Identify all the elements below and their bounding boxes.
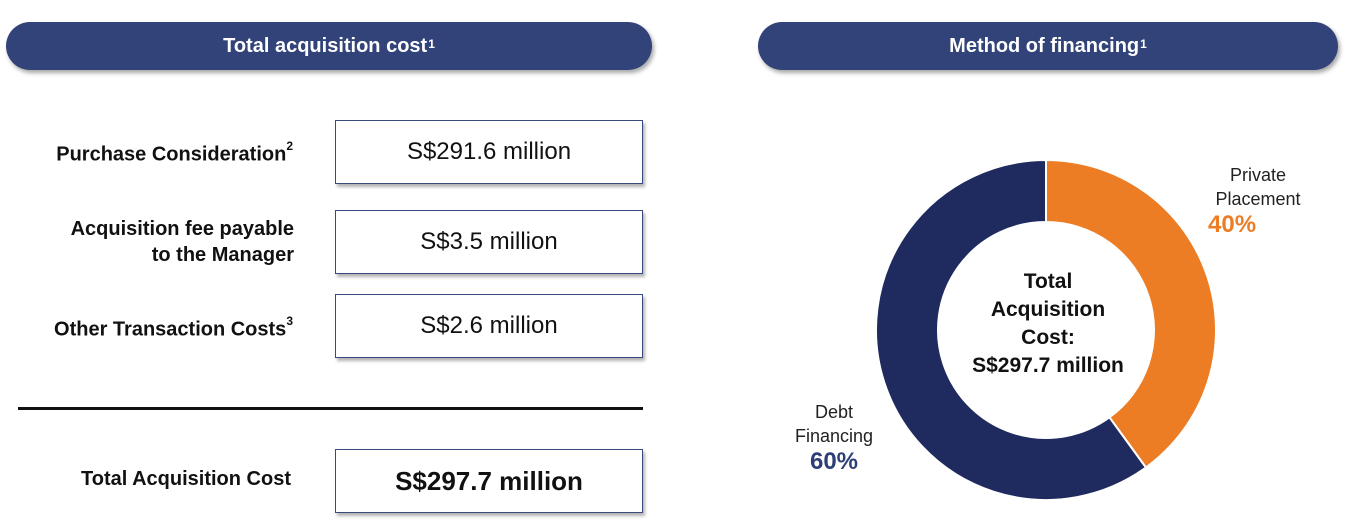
donut-slice-debt-financing [875,158,1148,501]
other-transaction-costs-value: S$2.6 million [335,294,643,358]
slice-percent: 40% [1208,211,1257,238]
slice-label-line: Financing [794,426,874,446]
acquisition-fee-value: S$3.5 million [335,210,643,274]
center-text-line: Acquisition [990,298,1106,321]
header-title: Total acquisition cost [223,34,428,57]
method-of-financing-header: Method of financing 1 [758,22,1338,70]
slice-percent: 60% [809,448,859,475]
header-title: Method of financing [949,34,1140,57]
row-label-line: Acquisition fee payable [70,218,294,240]
donut-slice-private-placement [1045,158,1217,469]
acquisition-fee-label: Acquisition fee payable to the Manager [71,216,294,268]
center-text-line: Total [1023,270,1073,293]
private-placement-legend: Private Placement 40% [1200,163,1316,239]
row-label-text: Purchase Consideration [56,143,287,166]
total-acquisition-cost-label: Total Acquisition Cost [81,468,291,490]
purchase-consideration-label: Purchase Consideration2 [56,136,293,168]
donut-center-text: Total Acquisition Cost: S$297.7 million [958,268,1138,380]
center-text-line: S$297.7 million [972,354,1124,377]
slice-label-line: Debt [814,402,854,422]
other-transaction-costs-label: Other Transaction Costs3 [54,311,293,343]
total-acquisition-cost-header: Total acquisition cost 1 [6,22,652,70]
center-text-line: Cost: [1021,326,1075,349]
slice-label-line: Private [1229,165,1287,185]
footnote-marker: 1 [1140,37,1147,51]
row-label-text: Other Transaction Costs [54,318,287,341]
debt-financing-legend: Debt Financing 60% [778,400,890,476]
row-label-line: to the Manager [151,244,294,266]
footnote-marker: 2 [286,139,293,153]
divider-line [18,407,643,410]
footnote-marker: 3 [286,314,293,328]
footnote-marker: 1 [428,37,435,51]
purchase-consideration-value: S$291.6 million [335,120,643,184]
total-acquisition-cost-value: S$297.7 million [335,449,643,513]
slice-label-line: Placement [1215,189,1301,209]
